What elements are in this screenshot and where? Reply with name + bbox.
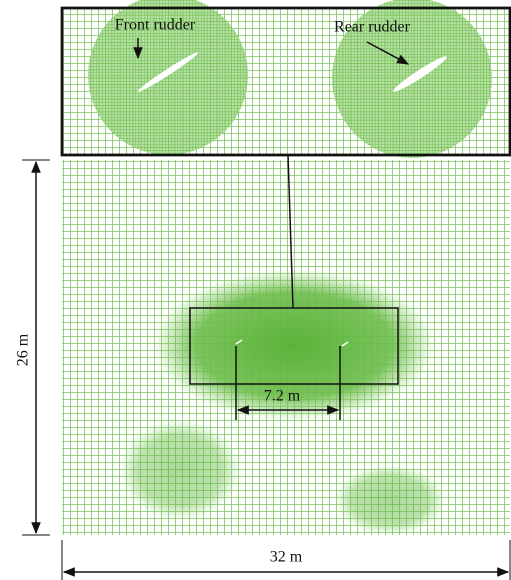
height-label: 26 m <box>15 333 32 366</box>
width-label: 32 m <box>270 549 303 566</box>
mesh-diagram: Front rudder Rear rudder 26 m 7.2 m 32 m <box>0 0 511 580</box>
spacing-label: 7.2 m <box>264 388 301 405</box>
label-rear-rudder: Rear rudder <box>334 19 411 36</box>
label-front-rudder: Front rudder <box>115 17 196 34</box>
refined-region <box>335 465 445 535</box>
refined-region <box>120 420 240 520</box>
